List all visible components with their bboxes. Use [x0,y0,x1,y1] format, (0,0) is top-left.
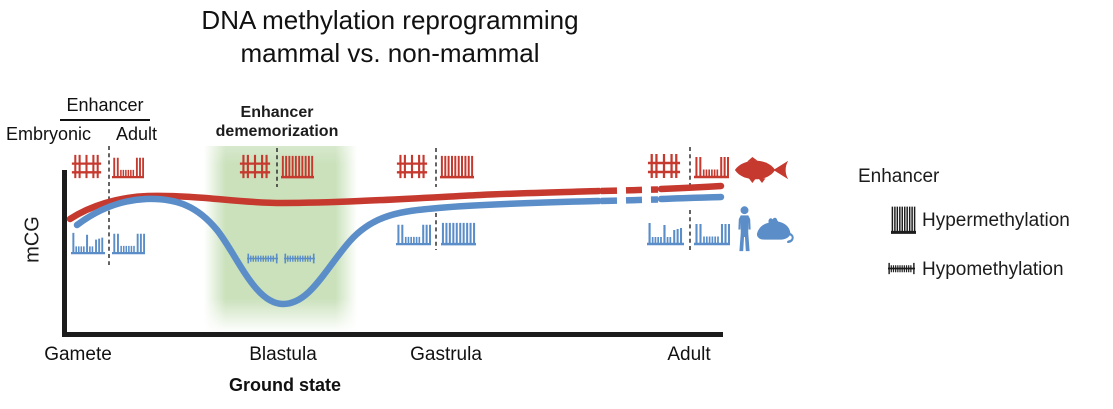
enhancer-fence-icon [239,153,271,180]
figure-title-line1: DNA methylation reprogramming [201,5,579,35]
human-icon [738,206,751,252]
enhancer-fence-icon [71,153,102,180]
mammal-curve [73,195,603,308]
hypermethylation-icon [281,154,314,179]
dememorization-line2: dememorization [215,123,339,140]
fish-icon [734,157,789,183]
y-axis-line [62,170,67,337]
dememorization-line1: Enhancer [240,104,314,121]
legend-hypomethylation-label: Hypomethylation [922,259,1064,280]
legend-hypermethylation-label: Hypermethylation [922,210,1070,231]
tick-label-adult: Adult [667,344,711,365]
hypomethylation-icon [247,252,278,265]
adult-hypomethylation-icon [694,222,730,246]
embryonic-hypomethylation-icon [647,221,684,246]
x-axis-line [62,332,723,337]
mouse-icon [756,216,794,243]
ground-state-label: Ground state [228,375,341,395]
dememorization-label: Enhancer dememorization [197,103,357,141]
hypomethylation-icon [888,261,915,276]
enhancer-key-embryonic: Embryonic [6,124,92,144]
tick-label-gastrula: Gastrula [410,344,482,365]
mammal-curve-dashed [600,196,659,205]
legend-title: Enhancer [858,166,940,187]
adult-hypomethylation-icon [694,155,729,179]
adult-hypomethylation-icon [112,232,145,255]
figure-title: DNA methylation reprogramming mammal vs.… [60,4,720,70]
non-mammal-curve-dashed [600,186,659,195]
hypermethylation-icon [891,205,916,234]
hypermethylation-icon [441,221,476,246]
hypermethylation-icon [440,154,474,179]
tick-label-blastula: Blastula [249,344,317,365]
enhancer-key-adult: Adult [116,124,158,144]
adult-hypomethylation-icon [396,223,431,246]
tick-label-gamete: Gamete [44,344,112,365]
embryonic-hypomethylation-icon [71,231,105,255]
enhancer-key-title: Enhancer [66,95,144,115]
mammal-curve-end [657,193,725,203]
enhancer-fence-icon [396,153,428,180]
non-mammal-curve-end [657,182,725,193]
enhancer-key-underline [60,119,150,121]
hypomethylation-icon [284,252,315,265]
figure-title-line2: mammal vs. non-mammal [240,38,540,68]
adult-hypomethylation-icon [112,156,144,179]
enhancer-fence-icon [647,152,681,180]
